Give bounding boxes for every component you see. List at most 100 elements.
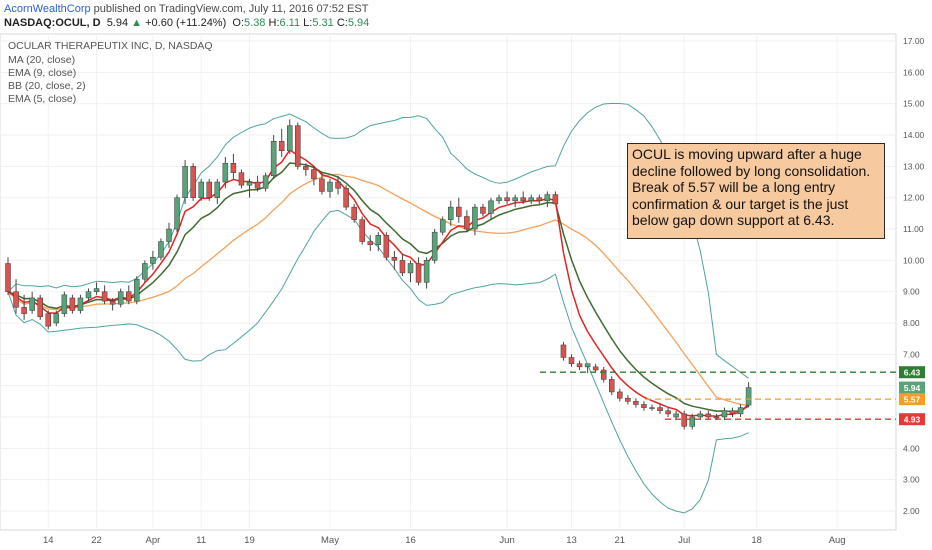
candle-body[interactable] xyxy=(303,166,309,170)
candle-body[interactable] xyxy=(198,181,204,198)
candle-body[interactable] xyxy=(600,369,607,380)
candle-body[interactable] xyxy=(407,263,414,274)
candle-body[interactable] xyxy=(448,206,454,220)
candle-body[interactable] xyxy=(657,407,663,411)
candle-body[interactable] xyxy=(399,260,406,274)
candle-body[interactable] xyxy=(673,413,679,418)
candle-body[interactable] xyxy=(536,197,543,202)
candle-body[interactable] xyxy=(681,413,687,427)
candle-body[interactable] xyxy=(69,297,76,311)
candle-body[interactable] xyxy=(206,181,212,198)
candle-body[interactable] xyxy=(488,200,494,214)
candle-body[interactable] xyxy=(109,300,116,305)
candle-body[interactable] xyxy=(721,410,728,418)
candle-body[interactable] xyxy=(423,260,430,283)
candle-body[interactable] xyxy=(560,344,567,358)
candle-body[interactable] xyxy=(729,410,736,415)
candle-body[interactable] xyxy=(166,228,172,242)
candle-body[interactable] xyxy=(254,181,261,189)
candle-body[interactable] xyxy=(311,169,317,180)
candle-body[interactable] xyxy=(319,178,325,192)
candle-body[interactable] xyxy=(61,294,68,314)
candle-body[interactable] xyxy=(568,357,575,364)
candle-body[interactable] xyxy=(278,141,285,151)
candle-body[interactable] xyxy=(464,216,470,230)
legend-ema5[interactable]: EMA (5, close) xyxy=(8,93,77,105)
candle-body[interactable] xyxy=(697,413,704,418)
candle-body[interactable] xyxy=(745,387,752,406)
candle-body[interactable] xyxy=(21,307,27,314)
candle-body[interactable] xyxy=(101,291,108,302)
annotation-note[interactable]: OCUL is moving upward after a huge decli… xyxy=(627,143,885,239)
candle-body[interactable] xyxy=(262,175,269,189)
candle-body[interactable] xyxy=(544,194,551,202)
candle-body[interactable] xyxy=(633,401,639,405)
candle-body[interactable] xyxy=(351,206,357,220)
candle-body[interactable] xyxy=(327,181,333,192)
candle-body[interactable] xyxy=(737,407,744,415)
candle-body[interactable] xyxy=(93,288,100,292)
candle-body[interactable] xyxy=(713,416,720,419)
candle-body[interactable] xyxy=(134,278,140,302)
candle-body[interactable] xyxy=(174,197,180,230)
candle-body[interactable] xyxy=(53,313,60,324)
candle-body[interactable] xyxy=(359,219,365,242)
candle-body[interactable] xyxy=(150,256,156,264)
candle-body[interactable] xyxy=(238,172,245,186)
candle-body[interactable] xyxy=(295,125,301,167)
legend-ma[interactable]: MA (20, close) xyxy=(8,54,76,66)
candle-body[interactable] xyxy=(287,125,293,151)
candle-body[interactable] xyxy=(641,404,647,408)
candle-body[interactable] xyxy=(230,162,237,173)
candle-body[interactable] xyxy=(592,366,599,371)
candle-body[interactable] xyxy=(665,410,671,415)
candle-body[interactable] xyxy=(29,297,35,311)
candle-body[interactable] xyxy=(456,206,462,217)
candle-body[interactable] xyxy=(617,391,623,399)
candle-body[interactable] xyxy=(584,363,591,368)
candle-body[interactable] xyxy=(158,241,164,258)
candle-body[interactable] xyxy=(214,181,221,198)
candle-body[interactable] xyxy=(335,181,341,189)
candle-body[interactable] xyxy=(13,291,19,308)
candle-body[interactable] xyxy=(520,197,526,202)
candle-body[interactable] xyxy=(375,235,382,245)
candle-body[interactable] xyxy=(512,197,518,202)
candle-body[interactable] xyxy=(37,297,43,318)
candle-body[interactable] xyxy=(5,263,11,292)
candle-body[interactable] xyxy=(391,256,398,261)
candle-body[interactable] xyxy=(142,263,148,280)
candle-body[interactable] xyxy=(415,263,422,283)
candle-body[interactable] xyxy=(609,379,615,393)
candle-body[interactable] xyxy=(504,197,510,202)
candle-body[interactable] xyxy=(689,416,695,427)
candle-body[interactable] xyxy=(528,197,534,202)
candle-body[interactable] xyxy=(222,162,229,183)
candle-body[interactable] xyxy=(576,363,583,368)
candle-body[interactable] xyxy=(480,206,486,214)
candle-body[interactable] xyxy=(270,141,277,177)
candle-body[interactable] xyxy=(77,297,84,311)
candle-body[interactable] xyxy=(625,397,631,402)
candle-body[interactable] xyxy=(246,181,253,186)
candle-body[interactable] xyxy=(182,166,188,198)
candle-body[interactable] xyxy=(126,291,132,302)
candle-body[interactable] xyxy=(343,188,349,208)
candle-body[interactable] xyxy=(190,166,196,198)
candle-body[interactable] xyxy=(552,194,559,205)
legend-bb[interactable]: BB (20, close, 2) xyxy=(8,80,86,92)
candle-body[interactable] xyxy=(117,291,124,305)
candle-body[interactable] xyxy=(472,206,478,230)
candle-body[interactable] xyxy=(383,235,390,258)
candle-body[interactable] xyxy=(367,241,373,245)
candle-body[interactable] xyxy=(496,197,502,202)
candle-body[interactable] xyxy=(431,231,438,261)
author-link[interactable]: AcornWealthCorp xyxy=(4,3,91,15)
candle-body[interactable] xyxy=(45,313,51,327)
legend-ema9[interactable]: EMA (9, close) xyxy=(8,67,77,79)
candle-body[interactable] xyxy=(439,219,446,233)
candle-body[interactable] xyxy=(705,413,712,418)
candle-body[interactable] xyxy=(649,407,655,409)
candle-body[interactable] xyxy=(85,291,92,299)
